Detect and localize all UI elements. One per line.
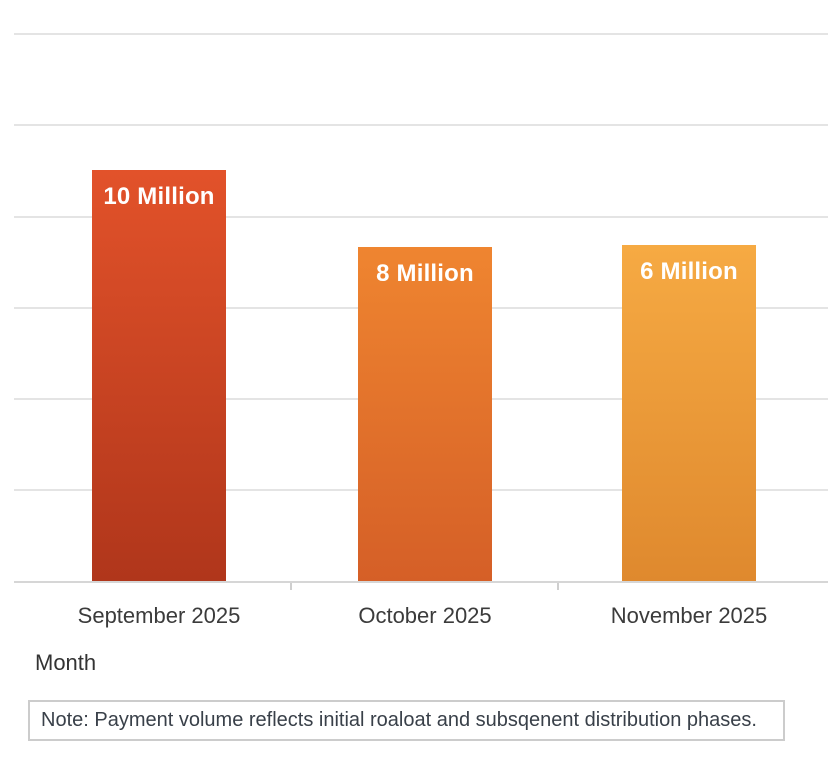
x-tick-label-november-2025: November 2025 xyxy=(610,603,768,628)
bar-september-2025: 10 Million xyxy=(92,170,226,581)
x-axis-title: Month xyxy=(35,650,97,675)
gridline-1 xyxy=(14,124,828,126)
x-tick-label-september-2025: September 2025 xyxy=(77,603,241,628)
bar-november-2025: 6 Million xyxy=(622,245,756,581)
x-axis-tick-0 xyxy=(290,583,292,590)
bar-value-label-october-2025: 8 Million xyxy=(376,260,474,287)
x-axis-line xyxy=(14,581,828,583)
note-text: Note: Payment volume reflects initial ro… xyxy=(41,709,757,731)
bar-value-label-november-2025: 6 Million xyxy=(640,258,738,285)
gridline-0 xyxy=(14,33,828,35)
gridline-2 xyxy=(14,216,828,218)
x-axis-tick-1 xyxy=(557,583,559,590)
bar-value-label-september-2025: 10 Million xyxy=(103,183,215,210)
note-box: Note: Payment volume reflects initial ro… xyxy=(28,700,785,741)
x-tick-label-october-2025: October 2025 xyxy=(358,603,492,628)
bar-october-2025: 8 Million xyxy=(358,247,492,581)
